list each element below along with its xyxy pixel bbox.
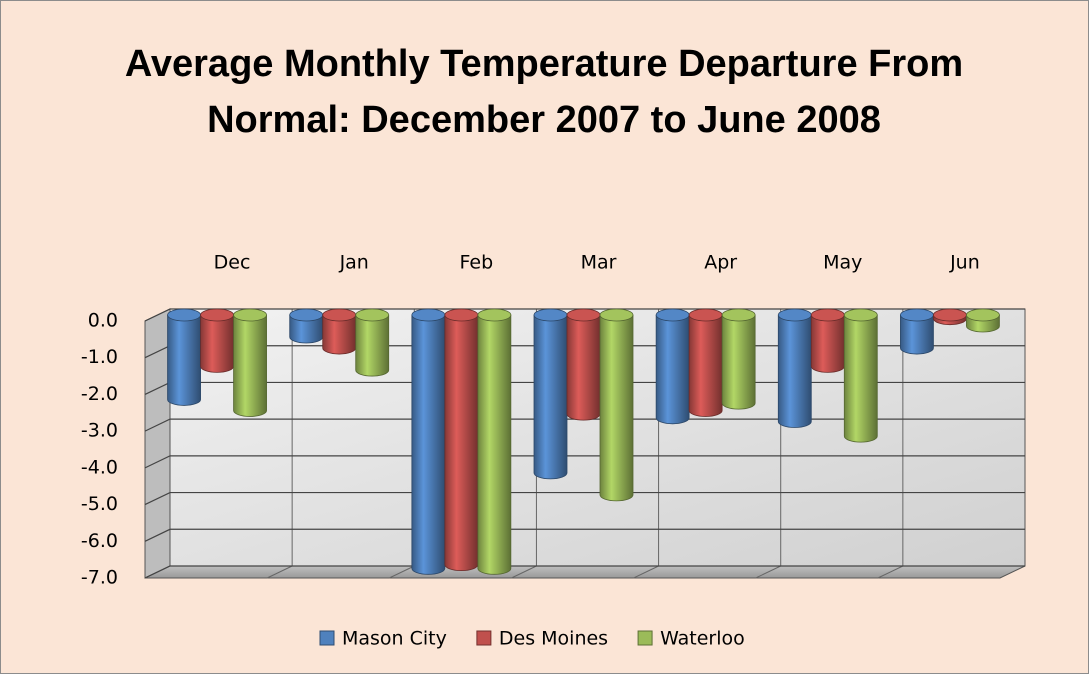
bar-top [655,308,690,322]
bar-top [477,308,512,322]
grid-line [144,455,1025,469]
x-tick-label: Jan [339,252,369,274]
legend-swatch [637,630,653,646]
bar [777,314,812,428]
grid-line [144,528,1025,542]
bar-top [167,308,201,322]
x-tick-label: Feb [460,252,494,274]
x-tick-label: May [823,252,862,274]
bar-top [777,308,812,322]
bar-top [200,308,234,322]
x-tick-label: Jun [949,252,980,274]
bar-top [966,308,1000,322]
bar-top [688,308,723,322]
bar-top [322,308,357,322]
legend-label: Waterloo [660,628,745,650]
bar [355,314,390,377]
y-tick-label: -2.0 [81,383,118,405]
floor-divider [633,565,659,579]
y-tick-label: 0.0 [88,310,118,332]
x-tick-label: Apr [704,252,737,274]
floor-divider [389,565,415,579]
bar-top [233,308,267,322]
bar-top [721,308,756,322]
chart-title: Average Monthly Temperature Departure Fr… [124,43,964,141]
bar-top [533,308,568,322]
grid-line [144,418,1025,432]
floor-divider [511,565,537,579]
bar-top [810,308,845,322]
x-tick-label: Dec [214,252,251,274]
bar [655,314,690,425]
bar [566,314,601,421]
y-tick-label: -7.0 [81,567,118,589]
bar-top [933,308,967,322]
bar-top [289,308,324,322]
y-tick-label: -5.0 [81,493,118,515]
bar [688,314,723,417]
y-tick-label: -4.0 [81,456,118,478]
bar-top [900,308,934,322]
bar-top [566,308,601,322]
bar-top [411,308,446,322]
side-wall [144,308,171,579]
bar-top [599,308,634,322]
bar [411,314,446,575]
bar [167,314,201,406]
bar [843,314,878,443]
bar-top [444,308,479,322]
floor-divider [266,565,293,579]
grid-line [144,565,1025,579]
x-tick-label: Mar [581,252,617,274]
grid-line [144,491,1025,506]
legend-swatch [319,630,335,646]
bar [533,314,568,480]
floor-divider [877,565,904,579]
bar-top [843,308,878,322]
bar [444,314,479,572]
y-tick-label: -3.0 [81,420,118,442]
bar-top [355,308,390,322]
bar [599,314,634,502]
y-tick-label: -1.0 [81,346,118,368]
bar [810,314,845,373]
bar [233,314,267,417]
bar [200,314,234,373]
bar [900,314,934,355]
floor-divider [755,565,781,579]
legend-label: Mason City [342,628,447,650]
legend-swatch [476,630,492,646]
y-tick-label: -6.0 [81,530,118,552]
bar [721,314,756,410]
bar [477,314,512,575]
legend-label: Des Moines [499,628,608,650]
floor [144,565,1026,579]
